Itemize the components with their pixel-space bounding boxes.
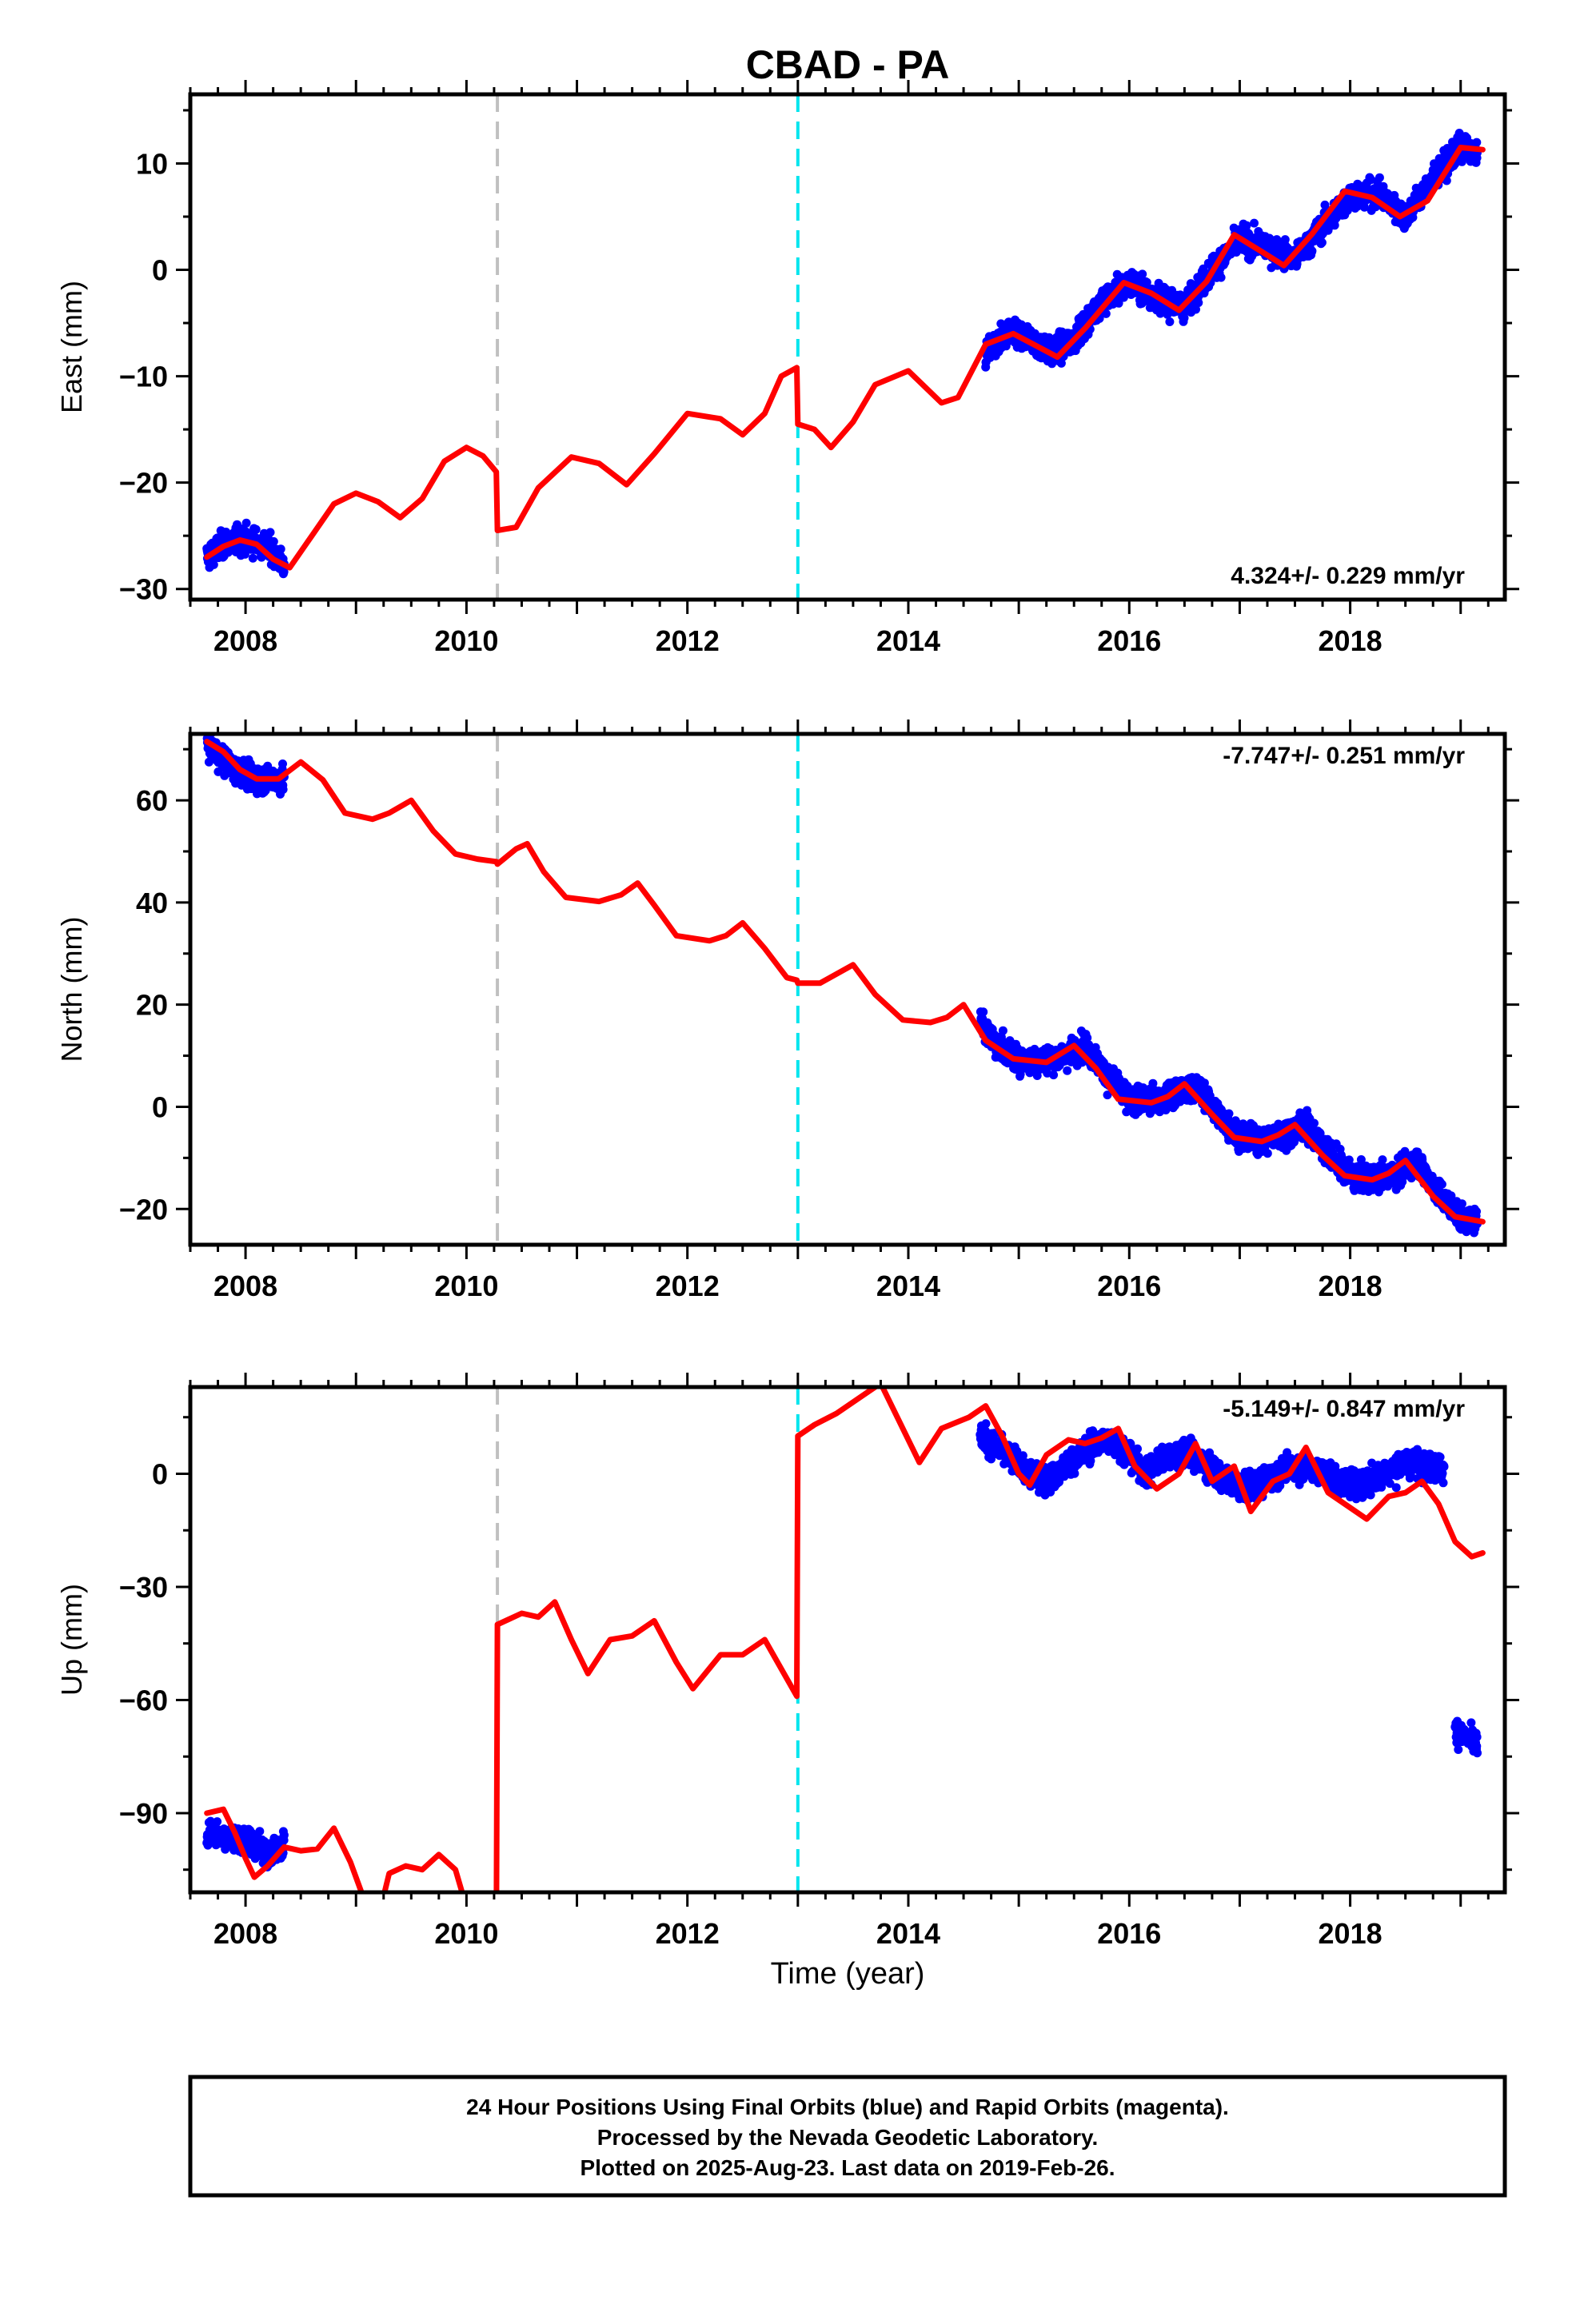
- east-data-point: [249, 554, 257, 563]
- east-x-tick-label: 2008: [213, 624, 277, 657]
- up-final-points: [202, 1419, 1482, 1872]
- east-x-tick-label: 2016: [1097, 624, 1161, 657]
- east-data-point: [1307, 246, 1316, 255]
- north-data-point: [1472, 1207, 1481, 1216]
- east-panel: 2008 2010 2012 2014 2016 2018 −30 −20 −10 0 10 East…: [55, 80, 1519, 657]
- east-y-tick-label: −30: [119, 573, 168, 606]
- east-data-point: [242, 519, 251, 528]
- east-y-tick-label: −10: [119, 361, 168, 393]
- north-data-point: [1458, 1199, 1466, 1208]
- north-plot-area: [202, 716, 1482, 1245]
- east-y-tick-label: −20: [119, 467, 168, 500]
- east-data-point: [252, 525, 261, 534]
- north-data-point: [1310, 1119, 1319, 1128]
- east-data-point: [277, 544, 285, 553]
- north-data-point: [1225, 1110, 1234, 1118]
- north-y-tick-label: −20: [119, 1193, 168, 1226]
- north-x-tick-label: 2008: [213, 1270, 277, 1302]
- north-rate-annotation: -7.747+/- 0.251 mm/yr: [1223, 743, 1465, 769]
- north-y-tick-label: 60: [136, 784, 168, 817]
- east-data-point: [269, 537, 278, 546]
- east-x-tick-label: 2010: [434, 624, 498, 657]
- east-x-tick-label: 2018: [1319, 624, 1382, 657]
- north-y-axis-label: North (mm): [55, 917, 88, 1062]
- north-axes-frame: [190, 734, 1505, 1245]
- up-plot-area: [202, 1383, 1482, 1945]
- east-data-point: [1243, 221, 1251, 230]
- east-data-point: [1194, 298, 1203, 307]
- east-x-tick-label: 2012: [656, 624, 720, 657]
- east-rate-annotation: 4.324+/- 0.229 mm/yr: [1231, 563, 1465, 589]
- east-data-point: [1138, 269, 1147, 278]
- east-data-point: [1217, 273, 1226, 282]
- north-data-point: [278, 759, 287, 768]
- east-data-point: [1165, 317, 1174, 326]
- east-data-point: [1250, 219, 1259, 228]
- up-data-point: [255, 1827, 264, 1836]
- north-x-tick-label: 2016: [1097, 1270, 1161, 1302]
- north-y-tick-label: 40: [136, 887, 168, 919]
- east-y-tick-label: 10: [136, 147, 168, 180]
- north-data-point: [1438, 1180, 1446, 1189]
- up-data-point: [280, 1831, 289, 1840]
- north-data-point: [1263, 1149, 1272, 1158]
- east-data-point: [1472, 138, 1481, 147]
- up-data-point: [213, 1817, 221, 1826]
- north-y-tick-label: 20: [136, 989, 168, 1022]
- east-data-point: [266, 528, 275, 536]
- figure-title: CBAD - PA: [746, 42, 950, 87]
- east-plot-area: [202, 94, 1482, 600]
- east-data-point: [1375, 173, 1384, 182]
- north-panel: 2008 2010 2012 2014 2016 2018 −20 0 20 40 60 North …: [55, 716, 1519, 1302]
- north-x-tick-label: 2010: [434, 1270, 498, 1302]
- north-x-tick-label: 2012: [656, 1270, 720, 1302]
- north-data-point: [279, 785, 288, 794]
- east-x-tick-label: 2014: [876, 624, 940, 657]
- north-data-point: [999, 1026, 1007, 1035]
- north-x-tick-label: 2014: [876, 1270, 940, 1302]
- north-final-points: [202, 716, 1482, 1238]
- east-data-point: [1180, 313, 1189, 322]
- east-axes-frame: [190, 94, 1505, 600]
- north-data-point: [1063, 1066, 1071, 1075]
- up-data-point: [982, 1419, 991, 1428]
- north-x-tick-label: 2018: [1319, 1270, 1382, 1302]
- east-data-point: [1318, 238, 1327, 247]
- east-y-tick-label: 0: [152, 254, 168, 287]
- east-y-axis-label: East (mm): [55, 281, 88, 413]
- north-data-point: [979, 1007, 988, 1016]
- east-data-point: [1331, 221, 1339, 229]
- east-model-fit-line: [207, 148, 1483, 568]
- north-data-point: [202, 716, 211, 725]
- north-y-tick-label: 0: [152, 1090, 168, 1123]
